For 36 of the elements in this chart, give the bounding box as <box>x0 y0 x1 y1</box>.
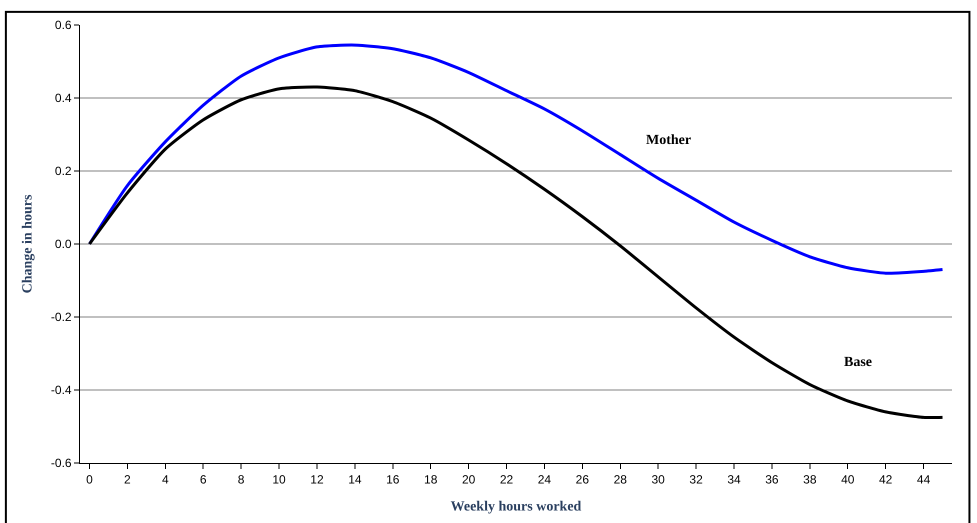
x-tick-label: 14 <box>348 472 362 486</box>
x-tick-label: 28 <box>614 472 628 486</box>
x-tick-label: 42 <box>878 472 893 486</box>
x-tick-label: 30 <box>651 472 666 486</box>
x-tick-label: 10 <box>272 472 286 486</box>
y-tick-label: -0.2 <box>50 310 72 324</box>
x-tick-label: 32 <box>689 472 704 486</box>
y-tick-label: 0.4 <box>54 91 72 106</box>
x-tick-label: 6 <box>200 472 207 486</box>
x-tick-label: 16 <box>386 472 400 486</box>
x-tick-label: 26 <box>576 472 590 486</box>
x-tick-label: 36 <box>765 472 779 486</box>
x-tick-label: 4 <box>162 472 169 486</box>
x-tick-label: 8 <box>238 472 245 486</box>
x-tick-label: 44 <box>916 472 931 486</box>
y-tick-label: -0.6 <box>50 456 72 470</box>
x-tick-label: 22 <box>500 472 514 486</box>
x-tick-label: 18 <box>424 472 438 486</box>
series-label: Mother <box>646 133 692 148</box>
line-series <box>88 44 944 275</box>
x-tick-label: 40 <box>841 472 855 486</box>
x-axis-title: Weekly hours worked <box>450 500 582 515</box>
x-tick-label: 20 <box>462 472 476 486</box>
y-tick-label: 0.0 <box>54 237 72 252</box>
x-tick-label: 12 <box>310 472 324 486</box>
y-tick-label: 0.6 <box>54 18 72 32</box>
series-label: Base <box>844 355 872 370</box>
x-tick-label: 0 <box>86 472 94 486</box>
x-tick-label: 24 <box>538 472 552 486</box>
y-tick-label: -0.4 <box>50 383 72 398</box>
y-tick-label: 0.2 <box>54 164 72 178</box>
x-tick-label: 2 <box>124 472 132 486</box>
x-tick-label: 34 <box>727 472 741 486</box>
line-series <box>88 86 944 420</box>
y-axis-title: Change in hours <box>20 194 36 294</box>
x-tick-label: 38 <box>803 472 817 486</box>
